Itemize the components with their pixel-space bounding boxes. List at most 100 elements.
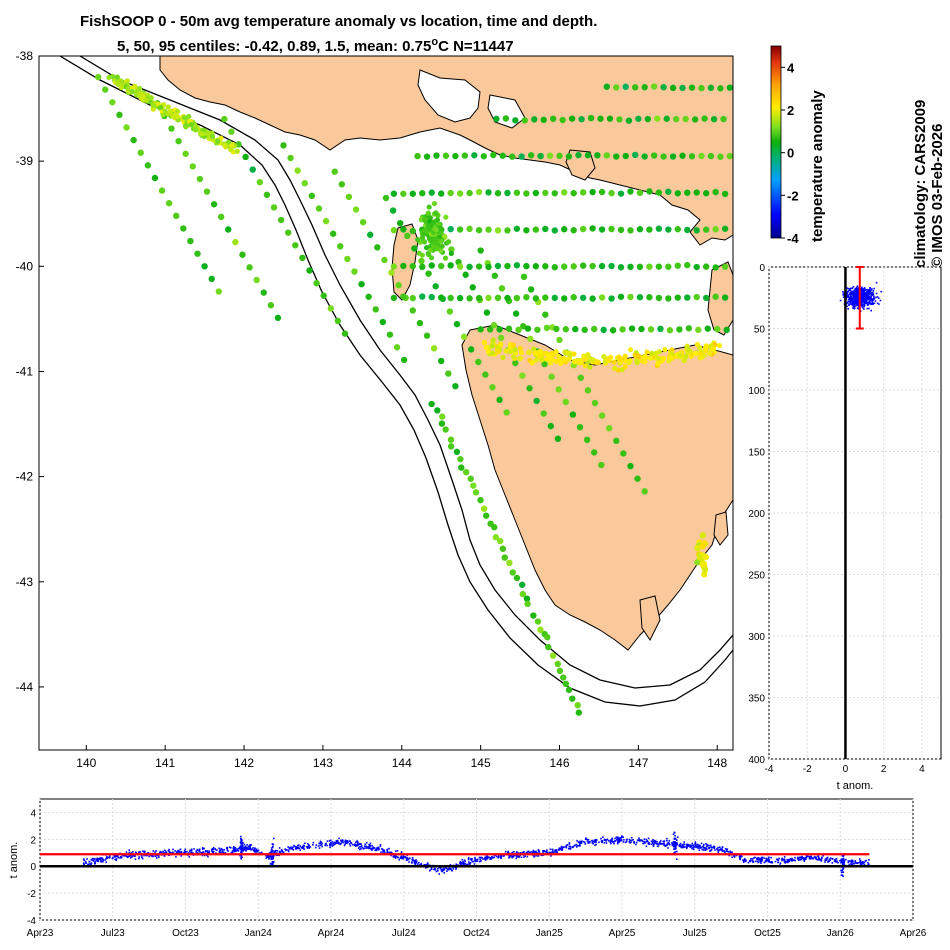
- map-point: [139, 94, 146, 101]
- time-point: [690, 844, 693, 847]
- time-point: [88, 861, 91, 863]
- time-point: [786, 860, 788, 863]
- time-point: [833, 860, 836, 863]
- time-point: [249, 848, 251, 850]
- time-point: [315, 846, 317, 849]
- time-point: [605, 842, 608, 844]
- time-point: [99, 858, 102, 861]
- map-point: [570, 227, 577, 234]
- time-point: [532, 851, 535, 853]
- time-point: [614, 837, 616, 840]
- time-point: [470, 858, 472, 861]
- time-x-tick-label: Jul23: [101, 928, 125, 939]
- map-point: [94, 73, 102, 81]
- time-point: [592, 842, 594, 845]
- time-point: [644, 842, 646, 844]
- map-scatter-points: [94, 73, 733, 716]
- time-point: [195, 851, 198, 853]
- map-point: [162, 108, 168, 114]
- time-point: [824, 861, 826, 863]
- time-point: [770, 860, 773, 863]
- time-point: [761, 856, 763, 859]
- time-point: [739, 855, 742, 857]
- time-point: [485, 857, 488, 860]
- time-point: [143, 854, 145, 857]
- map-point: [242, 153, 249, 161]
- map-point: [576, 423, 584, 431]
- time-point: [842, 861, 844, 864]
- depth-point: [849, 295, 852, 297]
- time-point: [757, 859, 759, 861]
- map-point: [395, 282, 402, 289]
- map-point: [583, 436, 591, 444]
- map-point: [414, 152, 421, 160]
- map-point: [702, 226, 710, 233]
- time-point: [196, 849, 199, 852]
- time-point: [537, 849, 540, 851]
- time-point: [239, 841, 242, 844]
- map-point: [575, 709, 583, 716]
- time-point: [319, 842, 322, 844]
- time-point: [658, 841, 661, 844]
- map-point: [598, 188, 606, 196]
- time-point: [798, 858, 800, 861]
- time-point: [702, 845, 704, 848]
- map-point: [647, 326, 655, 333]
- time-point: [233, 847, 236, 849]
- time-point: [238, 847, 241, 850]
- map-point: [109, 99, 116, 106]
- time-point: [271, 851, 273, 853]
- map-point: [386, 331, 394, 338]
- map-point: [669, 84, 677, 92]
- time-point: [89, 863, 91, 865]
- map-point: [513, 294, 521, 302]
- map-point: [527, 335, 534, 343]
- time-point: [503, 854, 506, 857]
- time-point: [676, 843, 678, 846]
- map-point: [475, 294, 483, 302]
- depth-point: [861, 303, 864, 306]
- time-point: [638, 837, 640, 840]
- time-point: [239, 846, 241, 849]
- map-point: [587, 114, 595, 122]
- depth-point: [847, 300, 849, 303]
- time-point: [781, 859, 783, 862]
- map-point: [579, 225, 587, 233]
- map-point: [359, 218, 367, 226]
- time-point: [762, 856, 764, 859]
- time-point: [290, 846, 292, 848]
- map-point: [151, 174, 159, 182]
- time-point: [517, 854, 519, 857]
- time-point: [575, 846, 578, 848]
- time-point: [138, 857, 140, 860]
- time-point: [519, 854, 521, 857]
- time-point: [641, 839, 643, 842]
- time-point: [90, 858, 93, 861]
- depth-point: [868, 296, 871, 299]
- time-point: [138, 851, 140, 853]
- map-point: [674, 294, 681, 301]
- time-point: [506, 851, 509, 854]
- depth-point: [870, 296, 872, 299]
- depth-point: [842, 290, 844, 293]
- time-point: [239, 845, 242, 847]
- time-point: [285, 849, 287, 852]
- time-point: [99, 857, 102, 859]
- map-point: [396, 219, 404, 227]
- time-point: [486, 856, 488, 859]
- time-point: [702, 849, 705, 851]
- map-point: [515, 326, 522, 334]
- time-point: [114, 856, 117, 858]
- time-point: [417, 863, 419, 865]
- time-point: [681, 843, 684, 846]
- depth-point: [857, 288, 859, 290]
- time-point: [303, 848, 305, 850]
- time-point: [516, 851, 518, 853]
- time-point: [295, 848, 297, 850]
- depth-point: [865, 294, 868, 297]
- time-point: [500, 856, 502, 859]
- time-point: [777, 859, 779, 861]
- map-point: [125, 85, 132, 92]
- time-point: [868, 863, 870, 865]
- map-point: [301, 180, 308, 187]
